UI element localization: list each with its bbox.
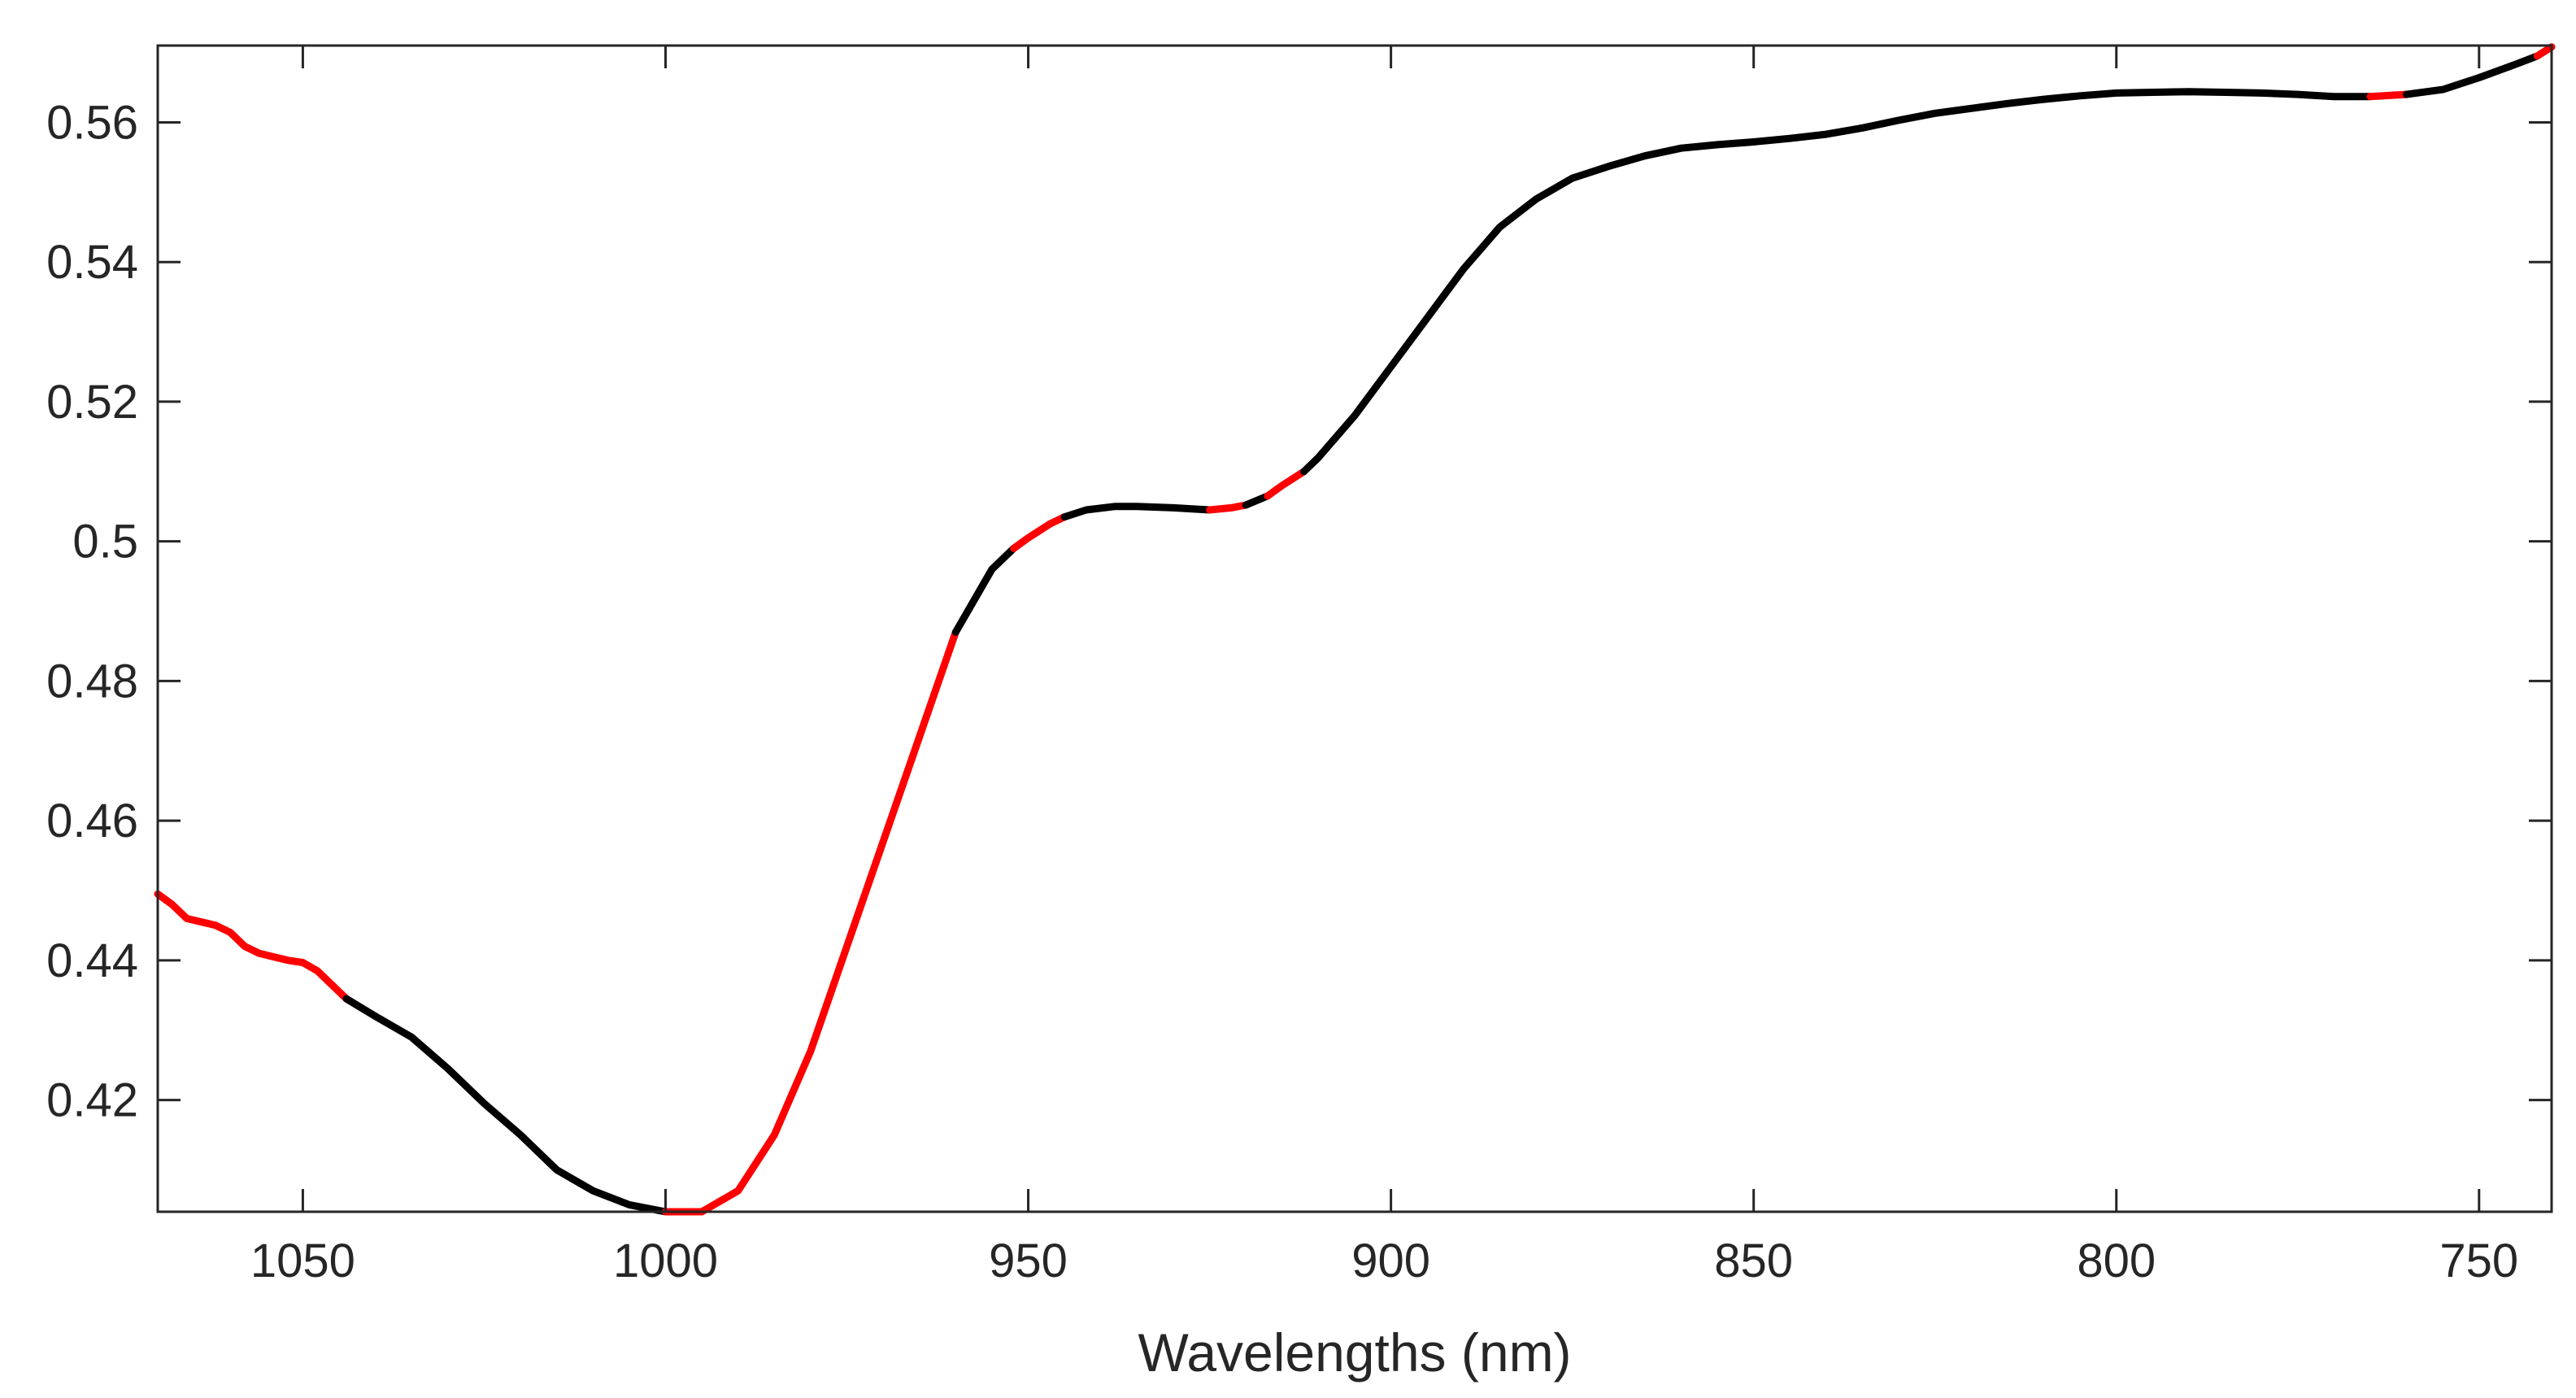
ticks-layer [158, 46, 2552, 1212]
x-tick-label: 800 [2077, 1235, 2156, 1287]
series-line [951, 544, 1018, 636]
series-line [1242, 492, 1272, 509]
x-tick-label: 1000 [613, 1235, 718, 1287]
series-line-highlight [154, 890, 350, 1003]
y-tick-label: 0.44 [46, 934, 138, 987]
x-tick-label: 900 [1351, 1235, 1430, 1287]
y-tick-label: 0.54 [46, 236, 138, 289]
x-tick-label: 850 [1714, 1235, 1793, 1287]
y-tick-label: 0.48 [46, 655, 138, 708]
series-line [1300, 88, 2374, 476]
series-line-highlight [1010, 513, 1068, 552]
series-line-highlight [662, 628, 959, 1216]
x-tick-label: 750 [2439, 1235, 2518, 1287]
series-layer [154, 43, 2556, 1216]
y-tick-label: 0.42 [46, 1074, 138, 1127]
x-axis-label: Wavelengths (nm) [1138, 1322, 1571, 1383]
y-tick-label: 0.56 [46, 96, 138, 149]
x-tick-label: 1050 [250, 1235, 355, 1287]
plot-area-frame [156, 44, 2553, 1213]
series-line-highlight [2533, 43, 2556, 60]
series-line [2403, 52, 2541, 98]
series-line-highlight [2366, 90, 2411, 101]
series-line [342, 995, 669, 1216]
series-line [1060, 503, 1214, 521]
labels-layer: 1050 1000 950 900 850 800 750 0.42 0.44 0.46 0.48 0… [46, 96, 2518, 1287]
series-line-highlight [1206, 501, 1250, 514]
y-tick-label: 0.52 [46, 376, 138, 429]
y-tick-label: 0.5 [72, 516, 138, 568]
x-tick-label: 950 [989, 1235, 1068, 1287]
series-line-highlight [1264, 468, 1308, 500]
y-tick-label: 0.46 [46, 795, 138, 847]
